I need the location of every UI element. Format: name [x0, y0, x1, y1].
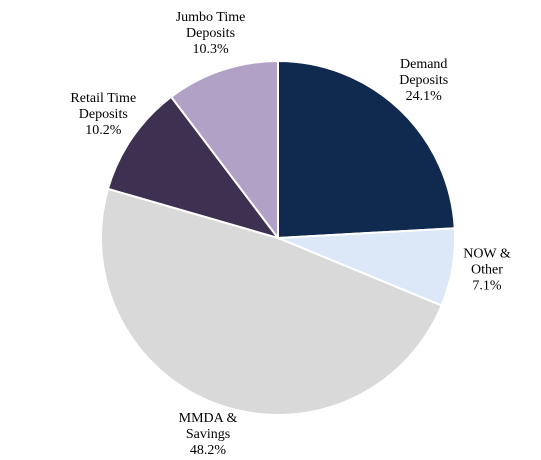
category-label: Demand Deposits [399, 57, 448, 88]
category-label: Jumbo Time Deposits [176, 10, 246, 41]
category-label: NOW & Other [463, 246, 511, 277]
value-label: 48.2% [190, 443, 227, 455]
pie-slice [106, 95, 281, 240]
category-label: Retail Time Deposits [70, 91, 136, 122]
value-label: 7.1% [472, 278, 502, 293]
pie-slice [277, 59, 456, 240]
value-label: 10.2% [85, 123, 122, 138]
pie-slice [169, 59, 279, 241]
pie-slice [100, 187, 443, 416]
category-label: MMDA & Savings [179, 411, 238, 442]
value-label: 10.3% [192, 42, 229, 57]
value-label: 24.1% [406, 89, 443, 104]
